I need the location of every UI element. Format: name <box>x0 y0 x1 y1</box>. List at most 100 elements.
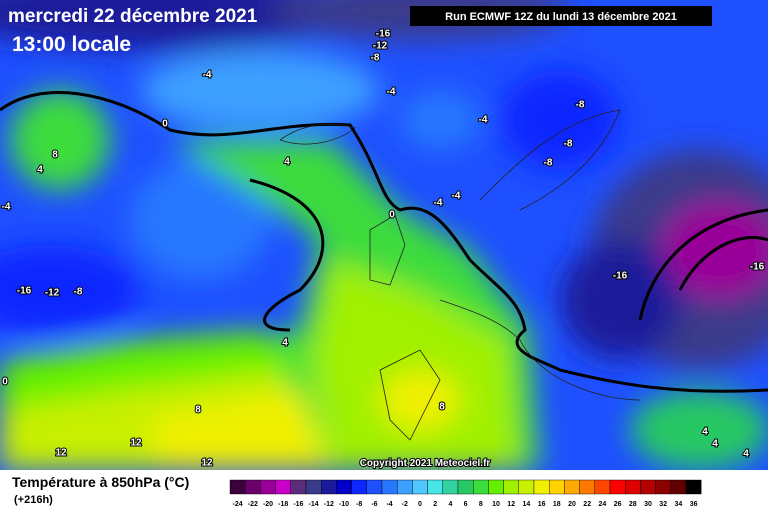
color-swatch <box>564 479 580 495</box>
color-swatch <box>533 479 550 495</box>
contour-label: 0 <box>389 210 395 221</box>
color-swatch <box>457 479 474 495</box>
color-swatch <box>685 479 702 495</box>
lead-time: (+216h) <box>14 494 53 506</box>
colorbar-label: 36 <box>690 501 698 508</box>
colorbar-label: -8 <box>356 501 362 508</box>
colorbar-label: -12 <box>324 501 334 508</box>
color-swatch <box>305 479 322 495</box>
coastlines <box>279 109 641 441</box>
contour-label: 8 <box>52 150 58 161</box>
contour-label: -12 <box>373 41 388 52</box>
color-swatch <box>290 479 307 495</box>
copyright: Copyright 2021 Meteociel.fr <box>360 458 491 469</box>
contour-label: 4 <box>37 165 43 176</box>
color-swatch <box>427 479 444 495</box>
color-swatch <box>366 479 383 495</box>
color-swatch <box>594 479 611 495</box>
colorbar-label: 8 <box>479 501 483 508</box>
color-swatch <box>442 479 459 495</box>
contour-label: -16 <box>750 262 765 273</box>
colorbar-label: -2 <box>402 501 408 508</box>
color-swatch <box>260 479 276 495</box>
contour-label: 4 <box>284 157 290 168</box>
colorbar-label: 12 <box>507 501 515 508</box>
colorbar-label: 0 <box>418 501 422 508</box>
color-swatch <box>381 479 398 495</box>
contour-label: -4 <box>452 191 461 202</box>
contour-label: -8 <box>371 53 380 64</box>
colorbar-label: 4 <box>448 501 452 508</box>
color-swatch <box>397 479 413 495</box>
color-swatch <box>655 479 671 495</box>
colorbar-label: 20 <box>568 501 576 508</box>
contour-label: -4 <box>2 202 11 213</box>
temperature-field <box>0 0 768 470</box>
colorbar-label: -18 <box>278 501 288 508</box>
colorbar-label: 14 <box>523 501 531 508</box>
color-swatch <box>670 479 687 495</box>
contour-label: -4 <box>387 87 396 98</box>
color-swatch <box>473 479 489 495</box>
colorbar-label: 22 <box>583 501 591 508</box>
colorbar-label: -22 <box>248 501 258 508</box>
color-swatch <box>579 479 595 495</box>
contour-label: 4 <box>743 449 749 460</box>
contour-label: -8 <box>576 100 585 111</box>
contour-label: 8 <box>195 405 201 416</box>
contour-label: -8 <box>74 287 83 298</box>
contour-label: -16 <box>613 271 628 282</box>
colorbar-label: -4 <box>386 501 392 508</box>
contour-label: 12 <box>201 458 213 469</box>
legend-title: Température à 850hPa (°C) <box>12 474 189 490</box>
contour-label: -16 <box>17 286 32 297</box>
colorbar-label: 32 <box>659 501 667 508</box>
color-swatch <box>244 479 261 495</box>
colorbar-label: 16 <box>538 501 546 508</box>
color-swatch <box>275 479 292 495</box>
colorbar-label: -6 <box>371 501 377 508</box>
contour-label: 4 <box>282 338 288 349</box>
colorbar-label: 28 <box>629 501 637 508</box>
colorbar-label: 18 <box>553 501 561 508</box>
contour-label: -4 <box>203 70 212 81</box>
colorbar-label: 30 <box>644 501 652 508</box>
color-swatch <box>549 479 565 495</box>
contour-label: -4 <box>479 115 488 126</box>
contour-label: 12 <box>55 448 67 459</box>
color-swatch <box>488 479 504 495</box>
contour-label: 4 <box>702 427 708 438</box>
forecast-date: mercredi 22 décembre 2021 <box>8 6 258 27</box>
contour-label: -16 <box>376 29 391 40</box>
contour-lines <box>0 91 768 393</box>
contour-label: -12 <box>45 288 60 299</box>
color-swatch <box>503 479 520 495</box>
color-swatch <box>518 479 535 495</box>
colorbar-label: 2 <box>433 501 437 508</box>
contour-label: 4 <box>712 439 718 450</box>
color-swatch <box>336 479 352 495</box>
colorbar: -24 -22 -20 -18 -16 -14 -12 -10 -8 -6 -4 -2 0 2 4 6 8 10 1… <box>229 479 702 508</box>
contour-label: 12 <box>130 438 142 449</box>
colorbar-label: -24 <box>233 501 243 508</box>
contour-label: -4 <box>434 198 443 209</box>
colorbar-label: 26 <box>614 501 622 508</box>
colorbar-label: 34 <box>675 501 683 508</box>
contour-label: 0 <box>162 119 168 130</box>
run-info: Run ECMWF 12Z du lundi 13 décembre 2021 <box>445 11 677 23</box>
color-swatch <box>412 479 428 495</box>
colorbar-label: -20 <box>263 501 273 508</box>
colorbar-label: 6 <box>464 501 468 508</box>
contour-label: 0 <box>2 377 8 388</box>
color-swatch <box>321 479 337 495</box>
colorbar-label: 24 <box>599 501 607 508</box>
colorbar-label: -10 <box>339 501 349 508</box>
run-box <box>410 6 712 26</box>
colorbar-label: 10 <box>492 501 500 508</box>
forecast-time: 13:00 locale <box>12 33 131 56</box>
color-swatch <box>229 479 246 495</box>
colorbar-label: -16 <box>293 501 303 508</box>
color-swatch <box>640 479 656 495</box>
contour-label: 8 <box>439 402 445 413</box>
